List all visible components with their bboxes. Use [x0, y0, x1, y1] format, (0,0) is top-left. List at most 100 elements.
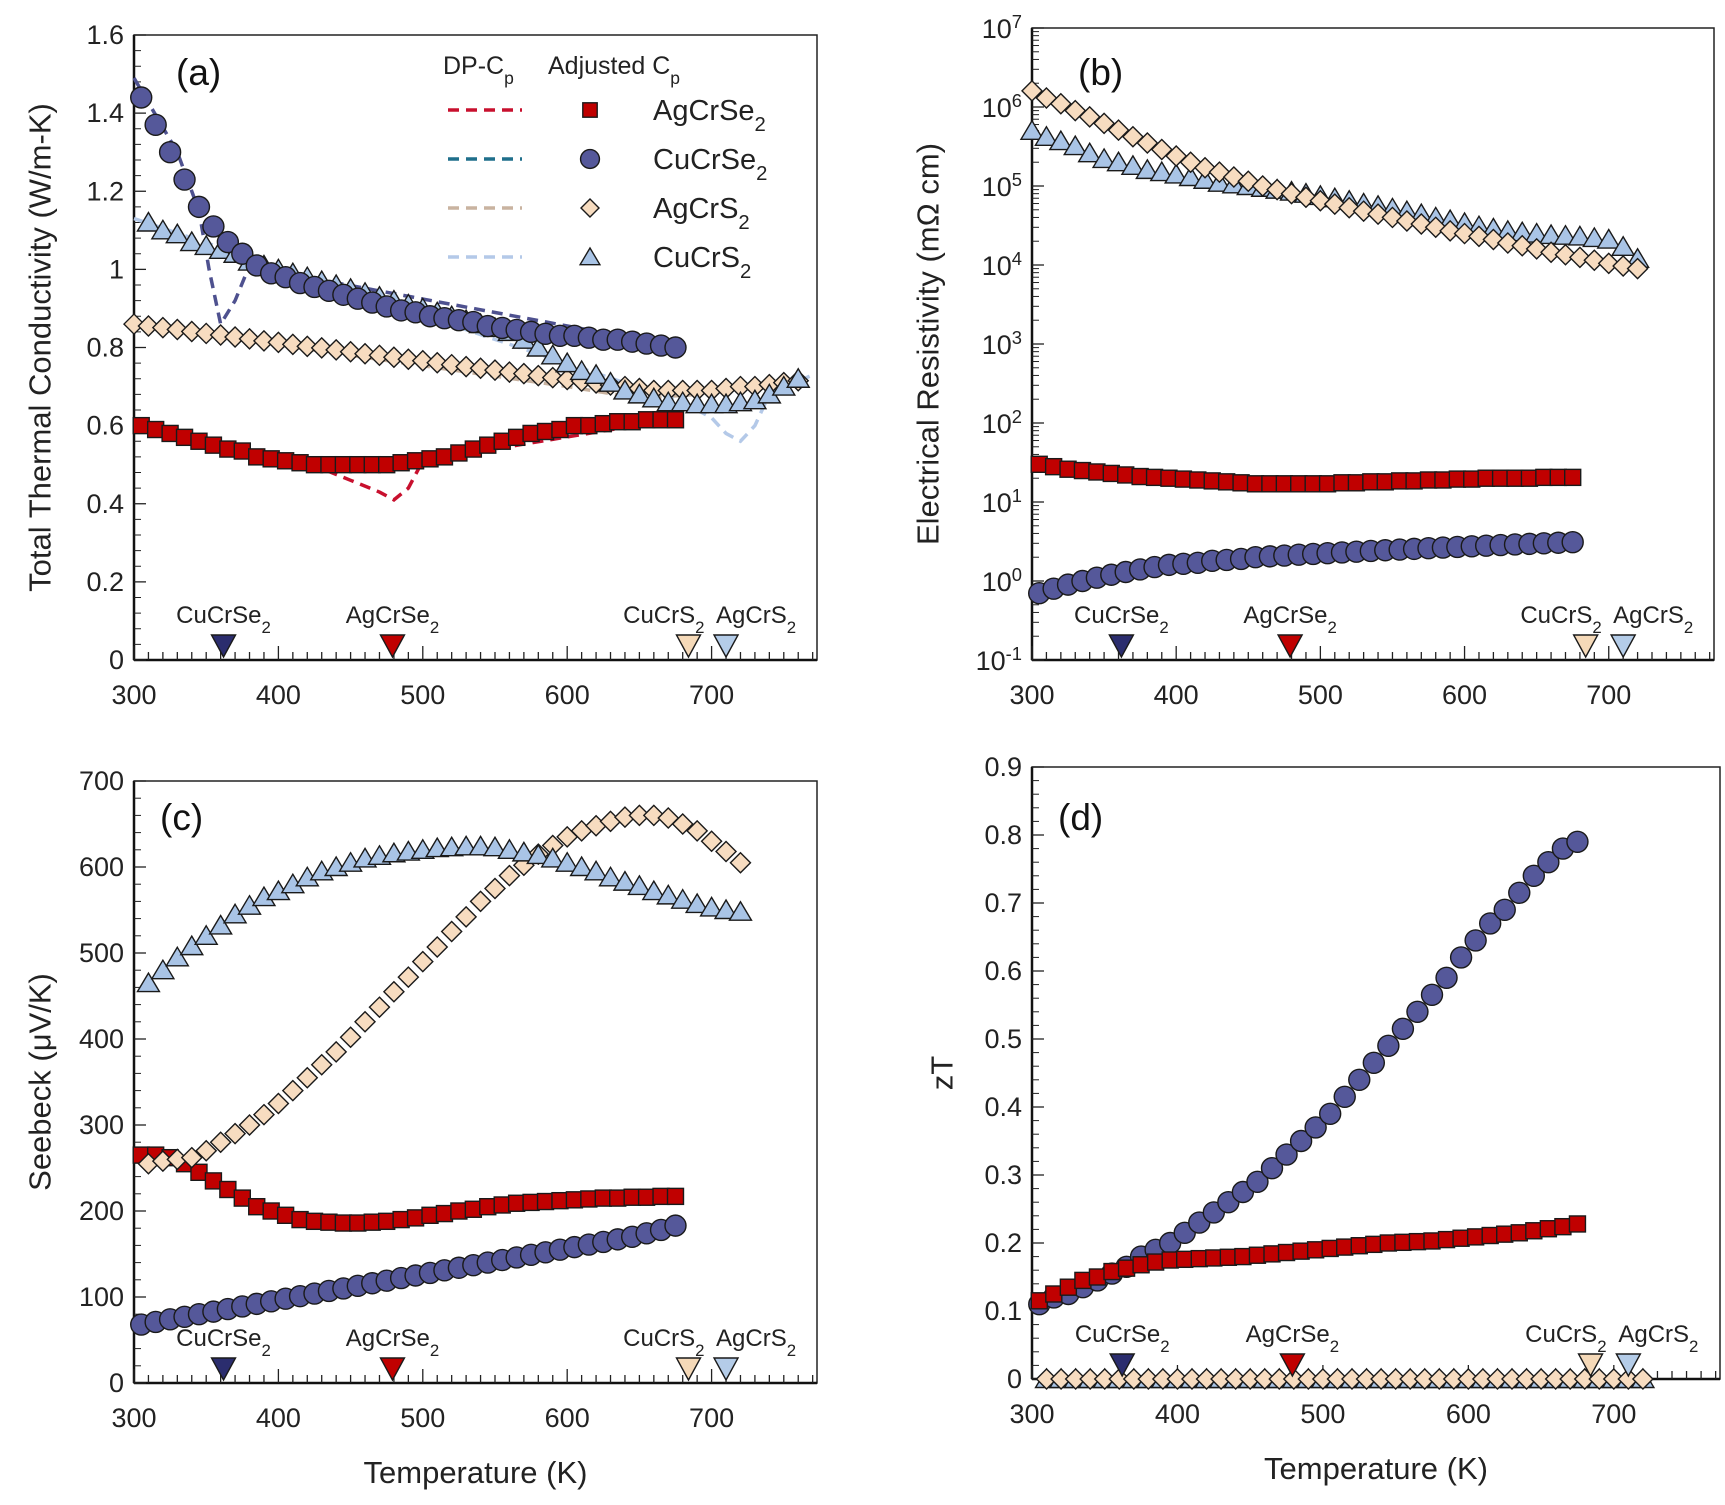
- data-point-AgCrS2: [382, 346, 405, 369]
- data-point-AgCrSe2: [233, 442, 251, 460]
- data-point-AgCrS2: [368, 344, 391, 367]
- data-point-CuCrS2: [193, 234, 219, 256]
- data-point-AgCrSe2: [1466, 1228, 1485, 1246]
- data-point-AgCrS2: [1282, 1368, 1305, 1390]
- transition-marker-AgCrS2: [1609, 634, 1637, 659]
- x-tick-label: 500: [400, 1403, 445, 1433]
- data-point-AgCrS2: [1021, 79, 1043, 102]
- data-point-AgCrS2: [1631, 1368, 1654, 1390]
- data-point-AgCrS2: [1166, 1368, 1189, 1390]
- data-point-AgCrSe2: [1219, 1248, 1238, 1266]
- data-point-AgCrS2: [1064, 1368, 1087, 1390]
- series-AgCrS2: [137, 804, 752, 1175]
- y-tick-label: 200: [79, 1196, 124, 1226]
- data-point-AgCrSe2: [435, 448, 454, 466]
- data-point-AgCrS2: [296, 1066, 319, 1089]
- data-point-AgCrSe2: [1554, 1217, 1572, 1236]
- data-point-AgCrSe2: [204, 436, 223, 454]
- transition-marker-AgCrSe2: [1276, 634, 1304, 659]
- y-tick-label: 500: [79, 938, 124, 968]
- data-point-CuCrS2: [641, 879, 667, 901]
- transition-marker-AgCrSe2: [379, 634, 406, 659]
- transition-label: AgCrS2: [1613, 602, 1693, 637]
- transition-label: AgCrSe2: [1246, 1321, 1339, 1356]
- transition-marker-CuCrSe2: [210, 1357, 237, 1382]
- panel-label: (b): [1078, 52, 1123, 93]
- data-point-AgCrSe2: [580, 1190, 598, 1208]
- data-point-AgCrSe2: [464, 440, 483, 458]
- data-point-AgCrSe2: [1217, 473, 1236, 491]
- data-point-CuCrS2: [1596, 228, 1621, 249]
- x-tick-label: 600: [1442, 680, 1487, 710]
- transition-label: CuCrSe2: [1075, 1321, 1170, 1356]
- data-point-AgCrSe2: [493, 432, 511, 450]
- data-point-AgCrSe2: [522, 1193, 540, 1212]
- data-point-AgCrSe2: [1463, 470, 1481, 488]
- data-point-AgCrS2: [354, 1010, 377, 1033]
- data-point-AgCrSe2: [1059, 1278, 1078, 1296]
- data-point-CuCrSe2: [216, 230, 240, 254]
- data-point-CuCrSe2: [1391, 1017, 1415, 1041]
- data-point-AgCrSe2: [1275, 475, 1294, 493]
- data-point-AgCrSe2: [1452, 1229, 1470, 1247]
- y-tick-label: 1: [109, 254, 124, 284]
- data-point-AgCrSe2: [406, 452, 425, 470]
- data-point-AgCrSe2: [565, 416, 584, 435]
- data-point-AgCrSe2: [1074, 1271, 1092, 1290]
- data-point-AgCrSe2: [623, 1188, 641, 1206]
- data-point-AgCrSe2: [392, 454, 410, 472]
- data-point-AgCrSe2: [1030, 1292, 1048, 1310]
- data-point-AgCrSe2: [334, 1214, 353, 1232]
- data-point-AgCrS2: [1471, 1368, 1494, 1390]
- y-tick-label: 0.9: [984, 752, 1022, 782]
- data-point-CuCrS2: [526, 843, 551, 865]
- data-point-AgCrS2: [1309, 189, 1332, 212]
- data-point-AgCrSe2: [493, 1196, 511, 1214]
- plot-frame: [133, 34, 818, 661]
- data-point-AgCrS2: [1626, 257, 1649, 280]
- data-point-AgCrS2: [1453, 222, 1476, 245]
- data-point-AgCrS2: [1181, 1368, 1203, 1390]
- data-point-AgCrSe2: [1290, 475, 1308, 493]
- data-point-AgCrSe2: [1248, 1246, 1267, 1264]
- data-point-CuCrSe2: [664, 1214, 687, 1237]
- y-tick-label: 0: [109, 645, 124, 675]
- y-tick-label: 0.6: [984, 956, 1022, 986]
- data-point-CuCrS2: [785, 367, 811, 388]
- data-point-AgCrSe2: [652, 411, 670, 429]
- data-point-CuCrS2: [1091, 147, 1117, 169]
- data-point-AgCrS2: [1486, 1368, 1509, 1390]
- data-point-CuCrSe2: [1537, 851, 1560, 874]
- data-point-AgCrSe2: [1117, 466, 1135, 484]
- data-point-AgCrS2: [455, 355, 478, 378]
- data-point-AgCrS2: [411, 349, 434, 372]
- data-point-CuCrS2: [728, 900, 753, 921]
- data-point-AgCrSe2: [421, 450, 439, 468]
- data-point-AgCrS2: [1612, 255, 1635, 278]
- data-point-AgCrS2: [1079, 1368, 1102, 1390]
- data-point-AgCrS2: [397, 348, 420, 371]
- data-point-CuCrS2: [627, 874, 652, 896]
- data-point-AgCrSe2: [320, 455, 338, 474]
- data-point-CuCrSe2: [1522, 864, 1546, 887]
- legend: DP-Cp Adjusted Cp AgCrSe2 CuCrSe2 AgCrS2 CuCr…: [443, 52, 767, 283]
- data-point-CuCrS2: [468, 834, 493, 856]
- data-point-CuCrS2: [598, 865, 623, 887]
- data-point-AgCrS2: [151, 316, 174, 339]
- data-point-AgCrSe2: [1491, 469, 1510, 487]
- data-point-AgCrSe2: [1419, 471, 1438, 489]
- transition-label: CuCrSe2: [1074, 602, 1169, 637]
- data-point-AgCrS2: [195, 322, 218, 345]
- data-point-AgCrSe2: [1088, 463, 1106, 481]
- data-point-AgCrS2: [498, 864, 521, 887]
- data-point-AgCrS2: [700, 830, 723, 853]
- data-point-CuCrS2: [554, 851, 580, 872]
- data-point-CuCrS2: [699, 896, 724, 917]
- data-point-AgCrSe2: [1362, 473, 1380, 491]
- data-point-AgCrSe2: [1203, 472, 1221, 490]
- data-point-AgCrSe2: [1347, 474, 1366, 492]
- data-point-AgCrS2: [224, 325, 247, 348]
- data-point-CuCrSe2: [1275, 1143, 1298, 1166]
- y-tick-label: 300: [79, 1110, 124, 1140]
- data-point-AgCrS2: [224, 1122, 247, 1145]
